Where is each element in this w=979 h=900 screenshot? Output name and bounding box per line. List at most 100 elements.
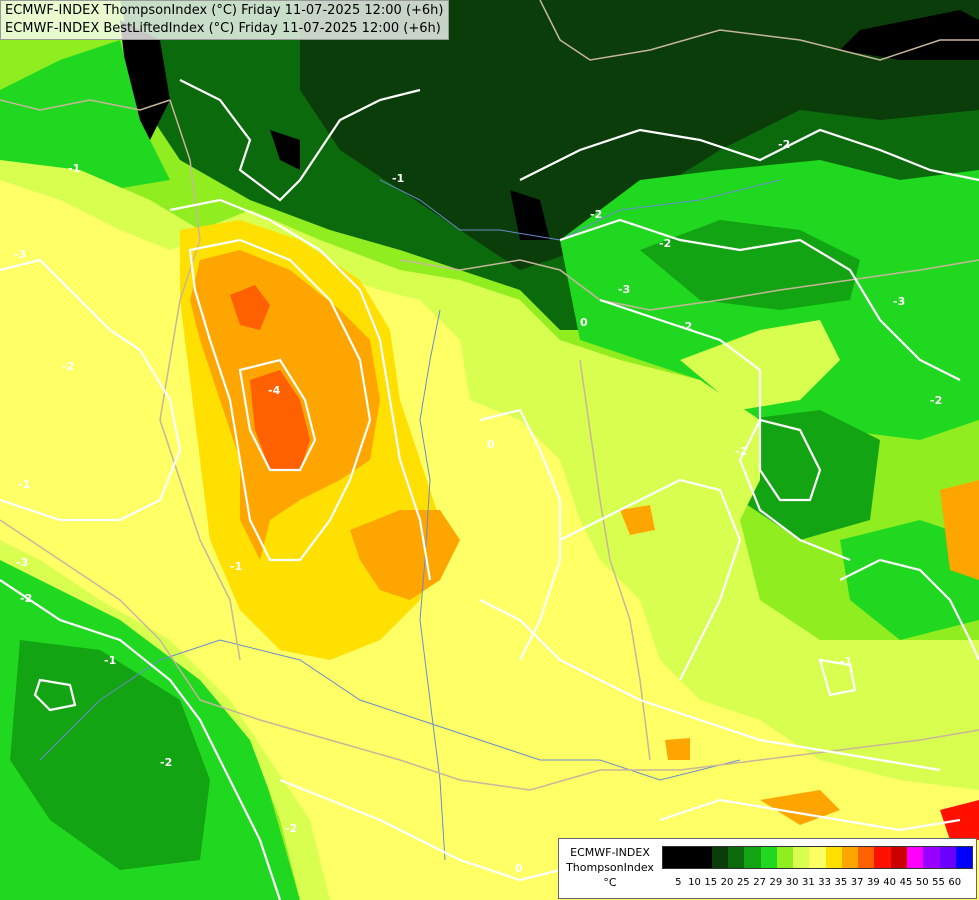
legend-swatch: [923, 847, 940, 868]
orange-spot-4: [940, 480, 979, 580]
black-region-2: [510, 190, 550, 240]
contour-label: -3: [893, 295, 905, 308]
legend-tick-label: 37: [850, 877, 864, 888]
contour-line-15: [279, 778, 621, 882]
legend-tick-label: 50: [915, 877, 929, 888]
legend-tick-label: 25: [736, 877, 750, 888]
green-southwest-dark: [10, 640, 210, 870]
legend-tick-label: 27: [753, 877, 766, 888]
contour-line-13: [479, 408, 562, 661]
contour-label: 0: [515, 862, 523, 875]
legend-tick-label: 35: [834, 877, 848, 888]
contour-line-11: [33, 678, 77, 712]
legend-swatch: [744, 847, 761, 868]
yellow-core-west: [0, 190, 120, 300]
contour-label: -1: [230, 560, 242, 573]
legend-tick-label: 60: [948, 877, 962, 888]
legend-swatch: [874, 847, 891, 868]
green-east-right: [840, 520, 979, 640]
contour-labels: -1 -2 -2 -2 -3 -3 -4 -2 -2 -3 -2 -2 -3 -…: [14, 138, 942, 875]
country-border-2: [399, 259, 979, 311]
country-border-6: [0, 99, 171, 111]
legend-title-line: °C: [603, 876, 617, 889]
contour-label: -1: [392, 172, 404, 185]
contour-line-9: [758, 418, 822, 502]
contour-label: -2: [62, 360, 74, 373]
river-3: [39, 639, 741, 781]
legend-tick-label: 10: [688, 877, 701, 888]
contour-label: -2: [735, 445, 747, 458]
red-orange-zone-1: [250, 370, 310, 470]
legend-tick-label: 29: [769, 877, 783, 888]
contour-label: 0: [580, 316, 588, 329]
contour-line-5: [0, 258, 182, 522]
contour-line-1: [179, 79, 421, 202]
legend-swatch: [809, 847, 826, 868]
orange-spot-2: [665, 738, 690, 760]
legend-swatch: [776, 847, 794, 868]
legend-swatch: [695, 847, 712, 868]
contour-line-3: [188, 238, 372, 562]
contour-line-16: [659, 798, 961, 832]
orange-zone-2: [350, 510, 460, 600]
black-region-4: [270, 130, 300, 170]
legend-tick-label: 33: [818, 877, 831, 888]
contour-label: -2: [680, 320, 692, 333]
black-region-3: [840, 10, 979, 60]
contour-label: -2: [778, 138, 790, 151]
contour-line-12: [479, 599, 941, 772]
legend-tick-label: 20: [720, 877, 734, 888]
contour-label: -2: [590, 208, 602, 221]
contour-label: -4: [268, 384, 281, 397]
legend-swatch: [858, 847, 875, 868]
legend-swatch: [939, 847, 956, 868]
pale-yellow-zone-ne: [680, 320, 840, 410]
legend-tick-label: 31: [801, 877, 815, 888]
legend-tick-label: 45: [899, 877, 913, 888]
legend-tick-label: 55: [932, 877, 945, 888]
contour-line-17: [818, 658, 857, 697]
legend-tick-label: 5: [675, 877, 682, 888]
legend-tick-label: 30: [785, 877, 799, 888]
legend-tick-label: 15: [704, 877, 718, 888]
contour-label: -2: [930, 394, 942, 407]
contour-line-2: [169, 198, 432, 581]
contour-label: -2: [285, 822, 297, 835]
river-2: [379, 179, 781, 241]
header-line-thompson: ECMWF-INDEX ThompsonIndex (°C) Friday 11…: [5, 3, 444, 18]
contour-label: 0: [487, 438, 495, 451]
color-legend: ECMWF-INDEX ThompsonIndex °C 5 10 15 20 25 27…: [558, 838, 977, 899]
contour-label: -3: [14, 248, 26, 261]
legend-swatch: [760, 847, 777, 868]
map-header: ECMWF-INDEX ThompsonIndex (°C) Friday 11…: [0, 0, 449, 40]
darkest-green-region-north: [300, 0, 979, 270]
contour-line-10: [0, 579, 282, 900]
legend-swatch: [728, 847, 745, 868]
contour-label: -1: [18, 478, 30, 491]
legend-swatch: [711, 847, 729, 868]
contour-lines: [0, 79, 979, 900]
legend-swatch: [679, 847, 696, 868]
contour-label: -1: [104, 654, 116, 667]
contour-label: -3: [618, 283, 630, 296]
green-east-mid: [740, 410, 880, 540]
orange-spot-1: [620, 505, 655, 535]
legend-swatches: [662, 846, 973, 869]
header-line-lifted: ECMWF-INDEX BestLiftedIndex (°C) Friday …: [5, 21, 441, 36]
legend-tick-label: 39: [867, 877, 880, 888]
contour-line-4: [238, 358, 317, 472]
legend-title-line: ECMWF-INDEX: [570, 846, 650, 859]
legend-swatch: [825, 847, 842, 868]
legend-title: ECMWF-INDEX ThompsonIndex °C: [563, 845, 657, 890]
red-orange-zone-2: [230, 285, 270, 330]
legend-swatch: [793, 847, 810, 868]
contour-line-14: [839, 558, 979, 661]
legend-tick-label: 40: [883, 877, 897, 888]
contour-line-6: [519, 128, 979, 182]
legend-ticks: 5 10 15 20 25 27 29 30 31 33 35 37 39 40 45 50 55 60: [662, 877, 973, 889]
contour-line-18: [559, 478, 742, 681]
contour-label: -1: [68, 162, 80, 175]
legend-swatch: [906, 847, 924, 868]
legend-title-line: ThompsonIndex: [566, 861, 654, 874]
